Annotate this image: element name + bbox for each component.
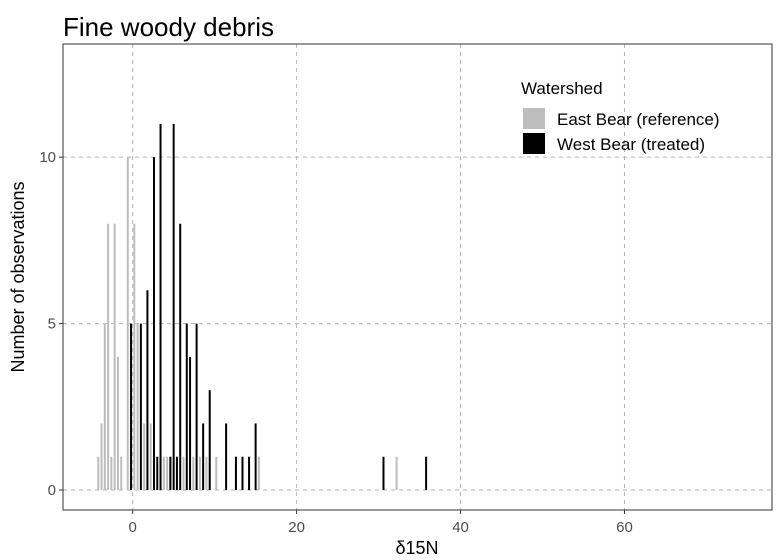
bar-east-bear — [205, 456, 208, 491]
bar-east-bear — [97, 456, 100, 491]
bar-west-bear — [425, 456, 428, 491]
bar-east-bear — [136, 323, 139, 491]
bar-west-bear — [382, 456, 385, 491]
bar-east-bear — [143, 423, 146, 491]
legend-label-east-bear: East Bear (reference) — [557, 110, 720, 129]
bar-east-bear — [133, 223, 136, 491]
bar-west-bear — [156, 456, 159, 491]
legend-swatch-east-bear — [523, 108, 545, 129]
bar-east-bear — [257, 456, 260, 491]
bar-east-bear — [126, 157, 129, 491]
bar-east-bear — [198, 456, 201, 491]
grid-layer — [63, 44, 772, 510]
plot-frame — [62, 43, 773, 511]
y-tick-label: 0 — [48, 482, 56, 499]
bar-west-bear — [159, 123, 162, 491]
bar-west-bear — [254, 423, 257, 491]
bar-east-bear — [120, 456, 123, 491]
bar-west-bear — [241, 456, 244, 491]
x-axis-label: δ15N — [395, 538, 438, 558]
bar-east-bear — [166, 456, 169, 491]
bar-east-bear — [215, 456, 218, 491]
bar-east-bear — [162, 456, 165, 491]
bar-west-bear — [146, 290, 149, 491]
bar-west-bear — [169, 456, 172, 491]
legend: Watershed East Bear (reference) West Bea… — [521, 79, 720, 154]
bar-east-bear — [395, 456, 398, 491]
bar-east-bear — [149, 423, 152, 491]
bar-west-bear — [195, 323, 198, 491]
legend-label-west-bear: West Bear (treated) — [557, 135, 705, 154]
bar-west-bear — [225, 423, 228, 491]
y-axis-label: Number of observations — [8, 181, 28, 372]
legend-swatch-west-bear — [523, 133, 545, 154]
x-tick-label: 0 — [128, 519, 136, 536]
chart-title: Fine woody debris — [63, 12, 274, 42]
bar-east-bear — [103, 323, 106, 491]
bar-east-bear — [107, 223, 110, 491]
y-tick-label: 5 — [48, 316, 56, 333]
bar-west-bear — [179, 223, 182, 491]
y-tick-label: 10 — [39, 149, 56, 166]
bar-west-bear — [189, 356, 192, 491]
x-tick-label: 60 — [616, 519, 633, 536]
bar-west-bear — [175, 456, 178, 491]
bar-east-bear — [116, 356, 119, 491]
legend-title: Watershed — [521, 79, 603, 98]
bar-west-bear — [202, 423, 205, 491]
bar-west-bear — [248, 456, 251, 491]
bar-east-bear — [113, 223, 116, 491]
bar-east-bear — [110, 456, 113, 491]
bar-east-bear — [192, 456, 195, 491]
x-tick-label: 20 — [288, 519, 305, 536]
x-tick-label: 40 — [452, 519, 469, 536]
bar-west-bear — [130, 323, 133, 491]
bars-layer — [97, 123, 428, 491]
ticks-layer: 0 20 40 60 0 5 10 — [39, 149, 632, 536]
bar-west-bear — [152, 157, 155, 491]
bar-west-bear — [185, 323, 188, 491]
bar-east-bear — [182, 456, 185, 491]
bar-west-bear — [172, 123, 175, 491]
bar-west-bear — [208, 390, 211, 491]
bar-west-bear — [139, 323, 142, 491]
bar-east-bear — [100, 423, 103, 491]
bar-west-bear — [234, 456, 237, 491]
